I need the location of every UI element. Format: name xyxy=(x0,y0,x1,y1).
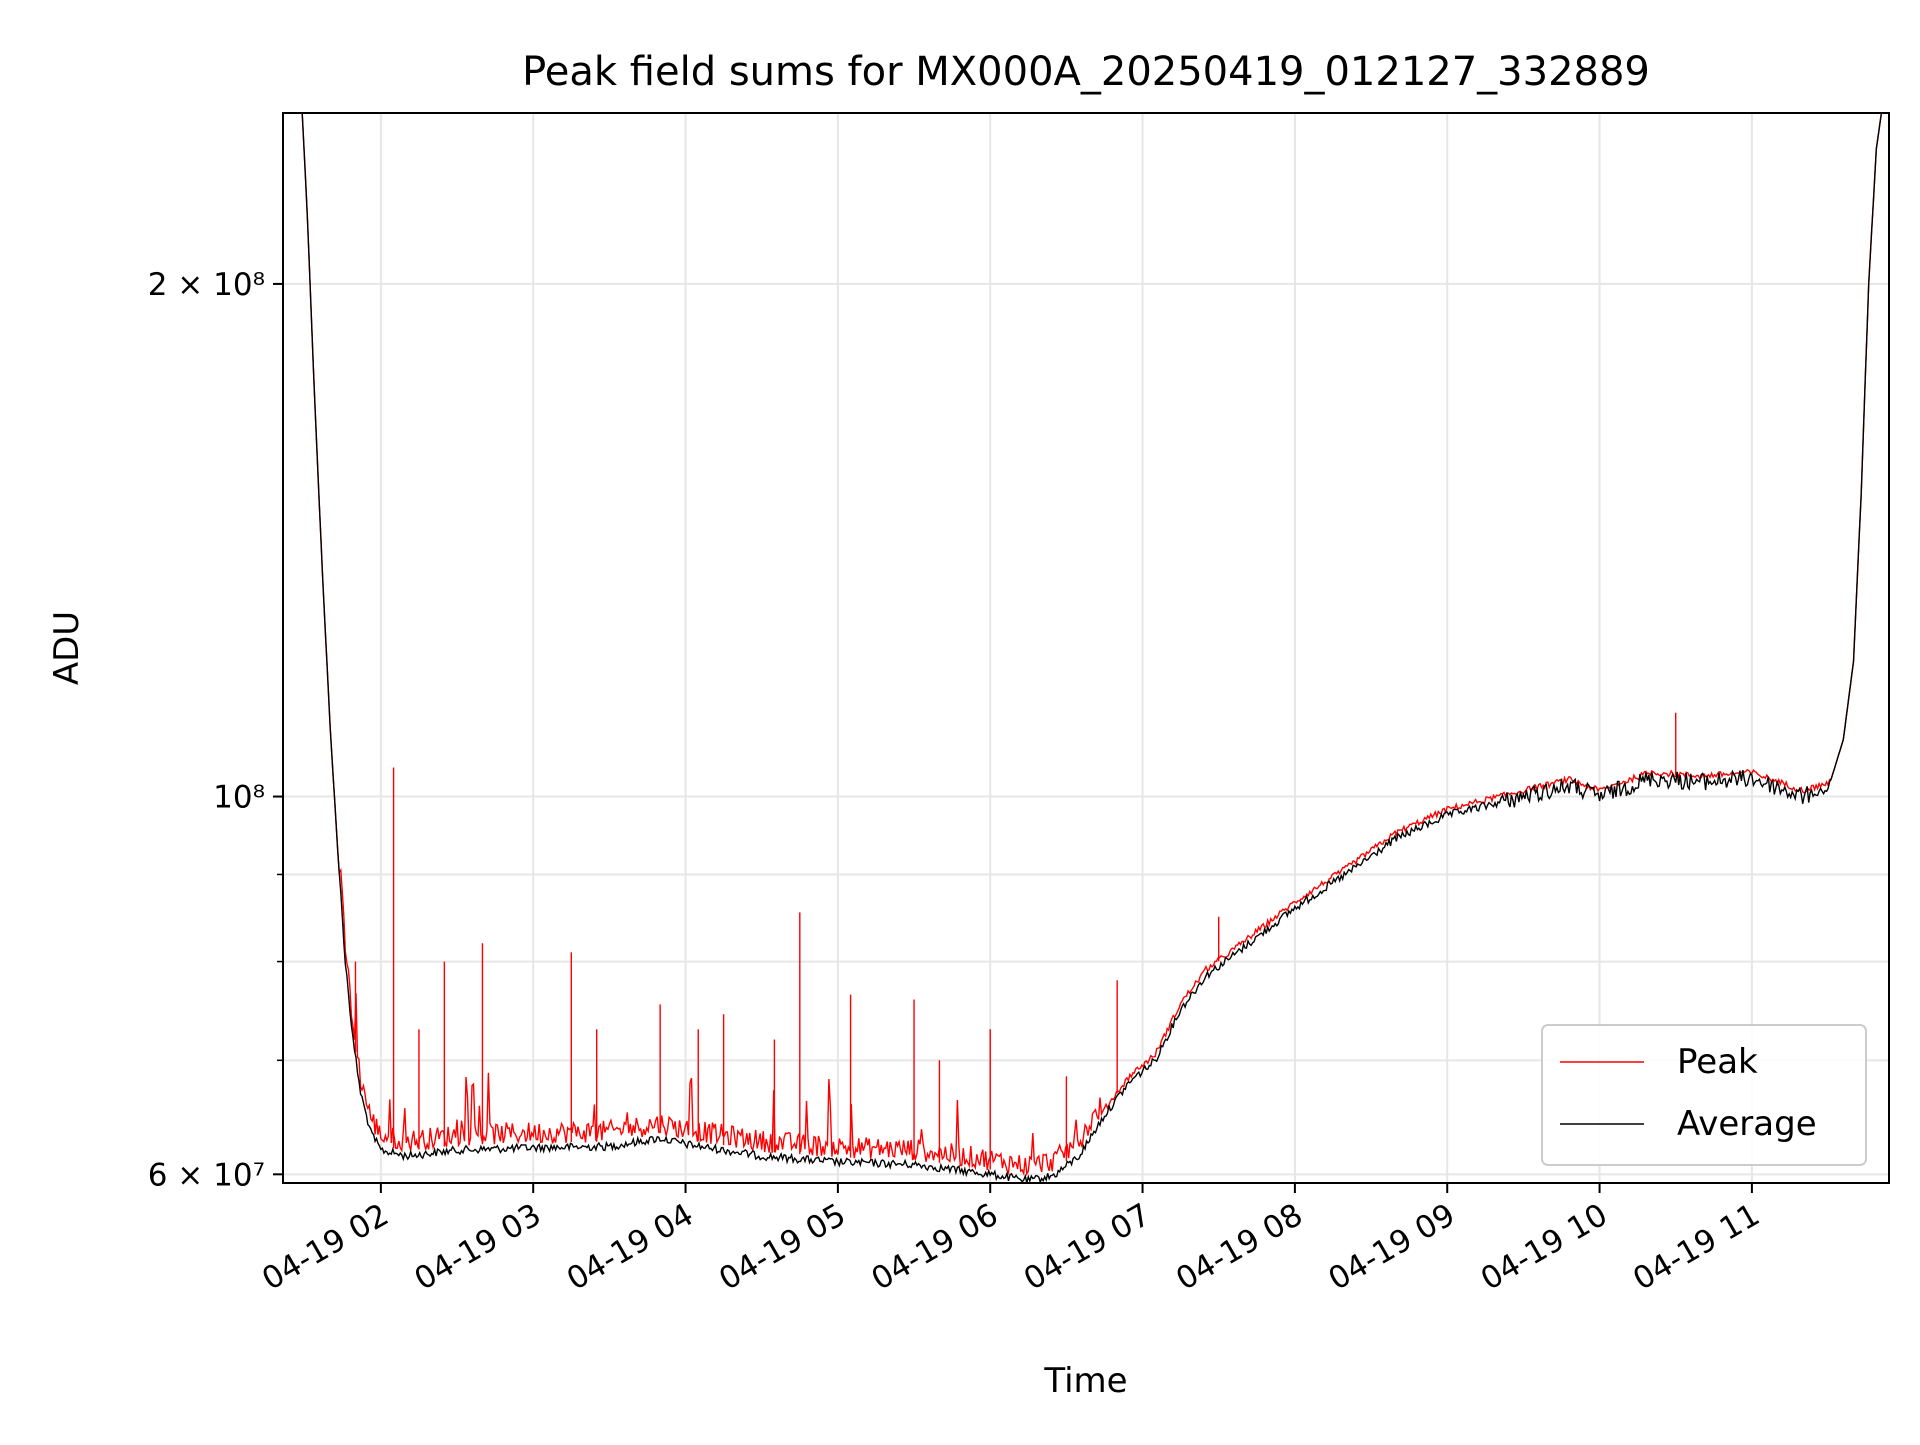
series-average-line xyxy=(283,113,1889,1183)
chart-title: Peak field sums for MX000A_20250419_0121… xyxy=(522,49,1650,95)
legend-box xyxy=(1541,1024,1867,1166)
y-tick-label: 10⁸ xyxy=(213,780,265,816)
x-axis-label: Time xyxy=(1043,1361,1127,1401)
plot-frame xyxy=(282,112,1890,1184)
y-tick-label: 6 × 10⁷ xyxy=(148,1157,265,1193)
series-peak-line xyxy=(283,113,1889,1177)
legend-peak-label: Peak xyxy=(1677,1042,1758,1082)
legend: Peak Average xyxy=(1541,1024,1867,1166)
legend-average-label: Average xyxy=(1677,1104,1817,1144)
y-axis-label: ADU xyxy=(47,611,87,685)
grid xyxy=(283,113,1889,1183)
y-tick-label: 2 × 10⁸ xyxy=(148,267,265,303)
series-layer xyxy=(283,113,1889,1183)
